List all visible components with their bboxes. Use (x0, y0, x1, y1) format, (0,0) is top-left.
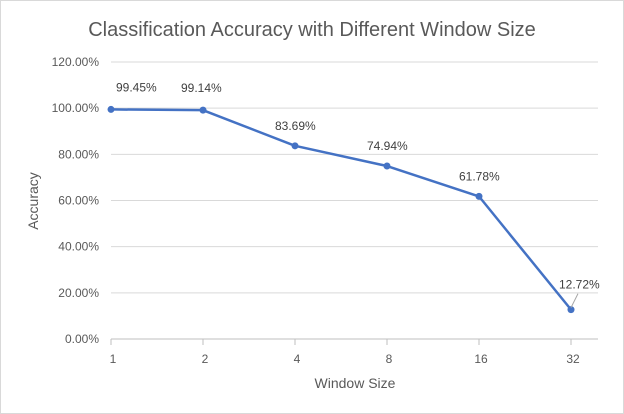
series-group (107, 105, 575, 314)
x-tick-label: 16 (474, 352, 488, 366)
data-label: 12.72% (559, 278, 600, 292)
data-point (383, 162, 391, 170)
y-tick-label: 40.00% (58, 240, 99, 254)
chart-title: Classification Accuracy with Different W… (88, 19, 536, 41)
x-tick-label: 32 (566, 352, 580, 366)
data-label-leader (570, 293, 579, 308)
y-tick-label: 80.00% (58, 147, 99, 161)
y-tick-label: 0.00% (65, 332, 99, 346)
x-tick-label: 8 (386, 352, 393, 366)
data-point (291, 142, 299, 150)
x-axis-label: Window Size (315, 375, 396, 391)
x-tick-label: 4 (294, 352, 301, 366)
data-labels: 99.45% 99.14% 83.69% 74.94% 61.78% 12.72% (116, 80, 600, 308)
y-tick-label: 100.00% (52, 101, 100, 115)
y-tick-labels: 0.00% 20.00% 40.00% 60.00% 80.00% 100.00% 120.… (52, 55, 100, 346)
y-axis-label: Accuracy (25, 172, 41, 230)
y-tick-label: 120.00% (52, 55, 100, 69)
x-tick-label: 2 (202, 352, 209, 366)
data-point (199, 106, 207, 114)
series-line (110, 108, 572, 311)
x-tick-label: 1 (110, 352, 117, 366)
data-label: 99.14% (181, 81, 222, 95)
data-point (567, 306, 575, 314)
data-label: 99.45% (116, 80, 157, 94)
y-tick-label: 20.00% (58, 286, 99, 300)
data-point (475, 192, 483, 200)
data-label: 83.69% (275, 119, 316, 133)
data-label: 74.94% (367, 139, 408, 153)
gridlines (111, 61, 598, 340)
data-point (107, 105, 115, 113)
data-label: 61.78% (459, 169, 500, 183)
x-tick-labels: 1 2 4 8 16 32 (110, 339, 580, 366)
y-tick-label: 60.00% (58, 194, 99, 208)
